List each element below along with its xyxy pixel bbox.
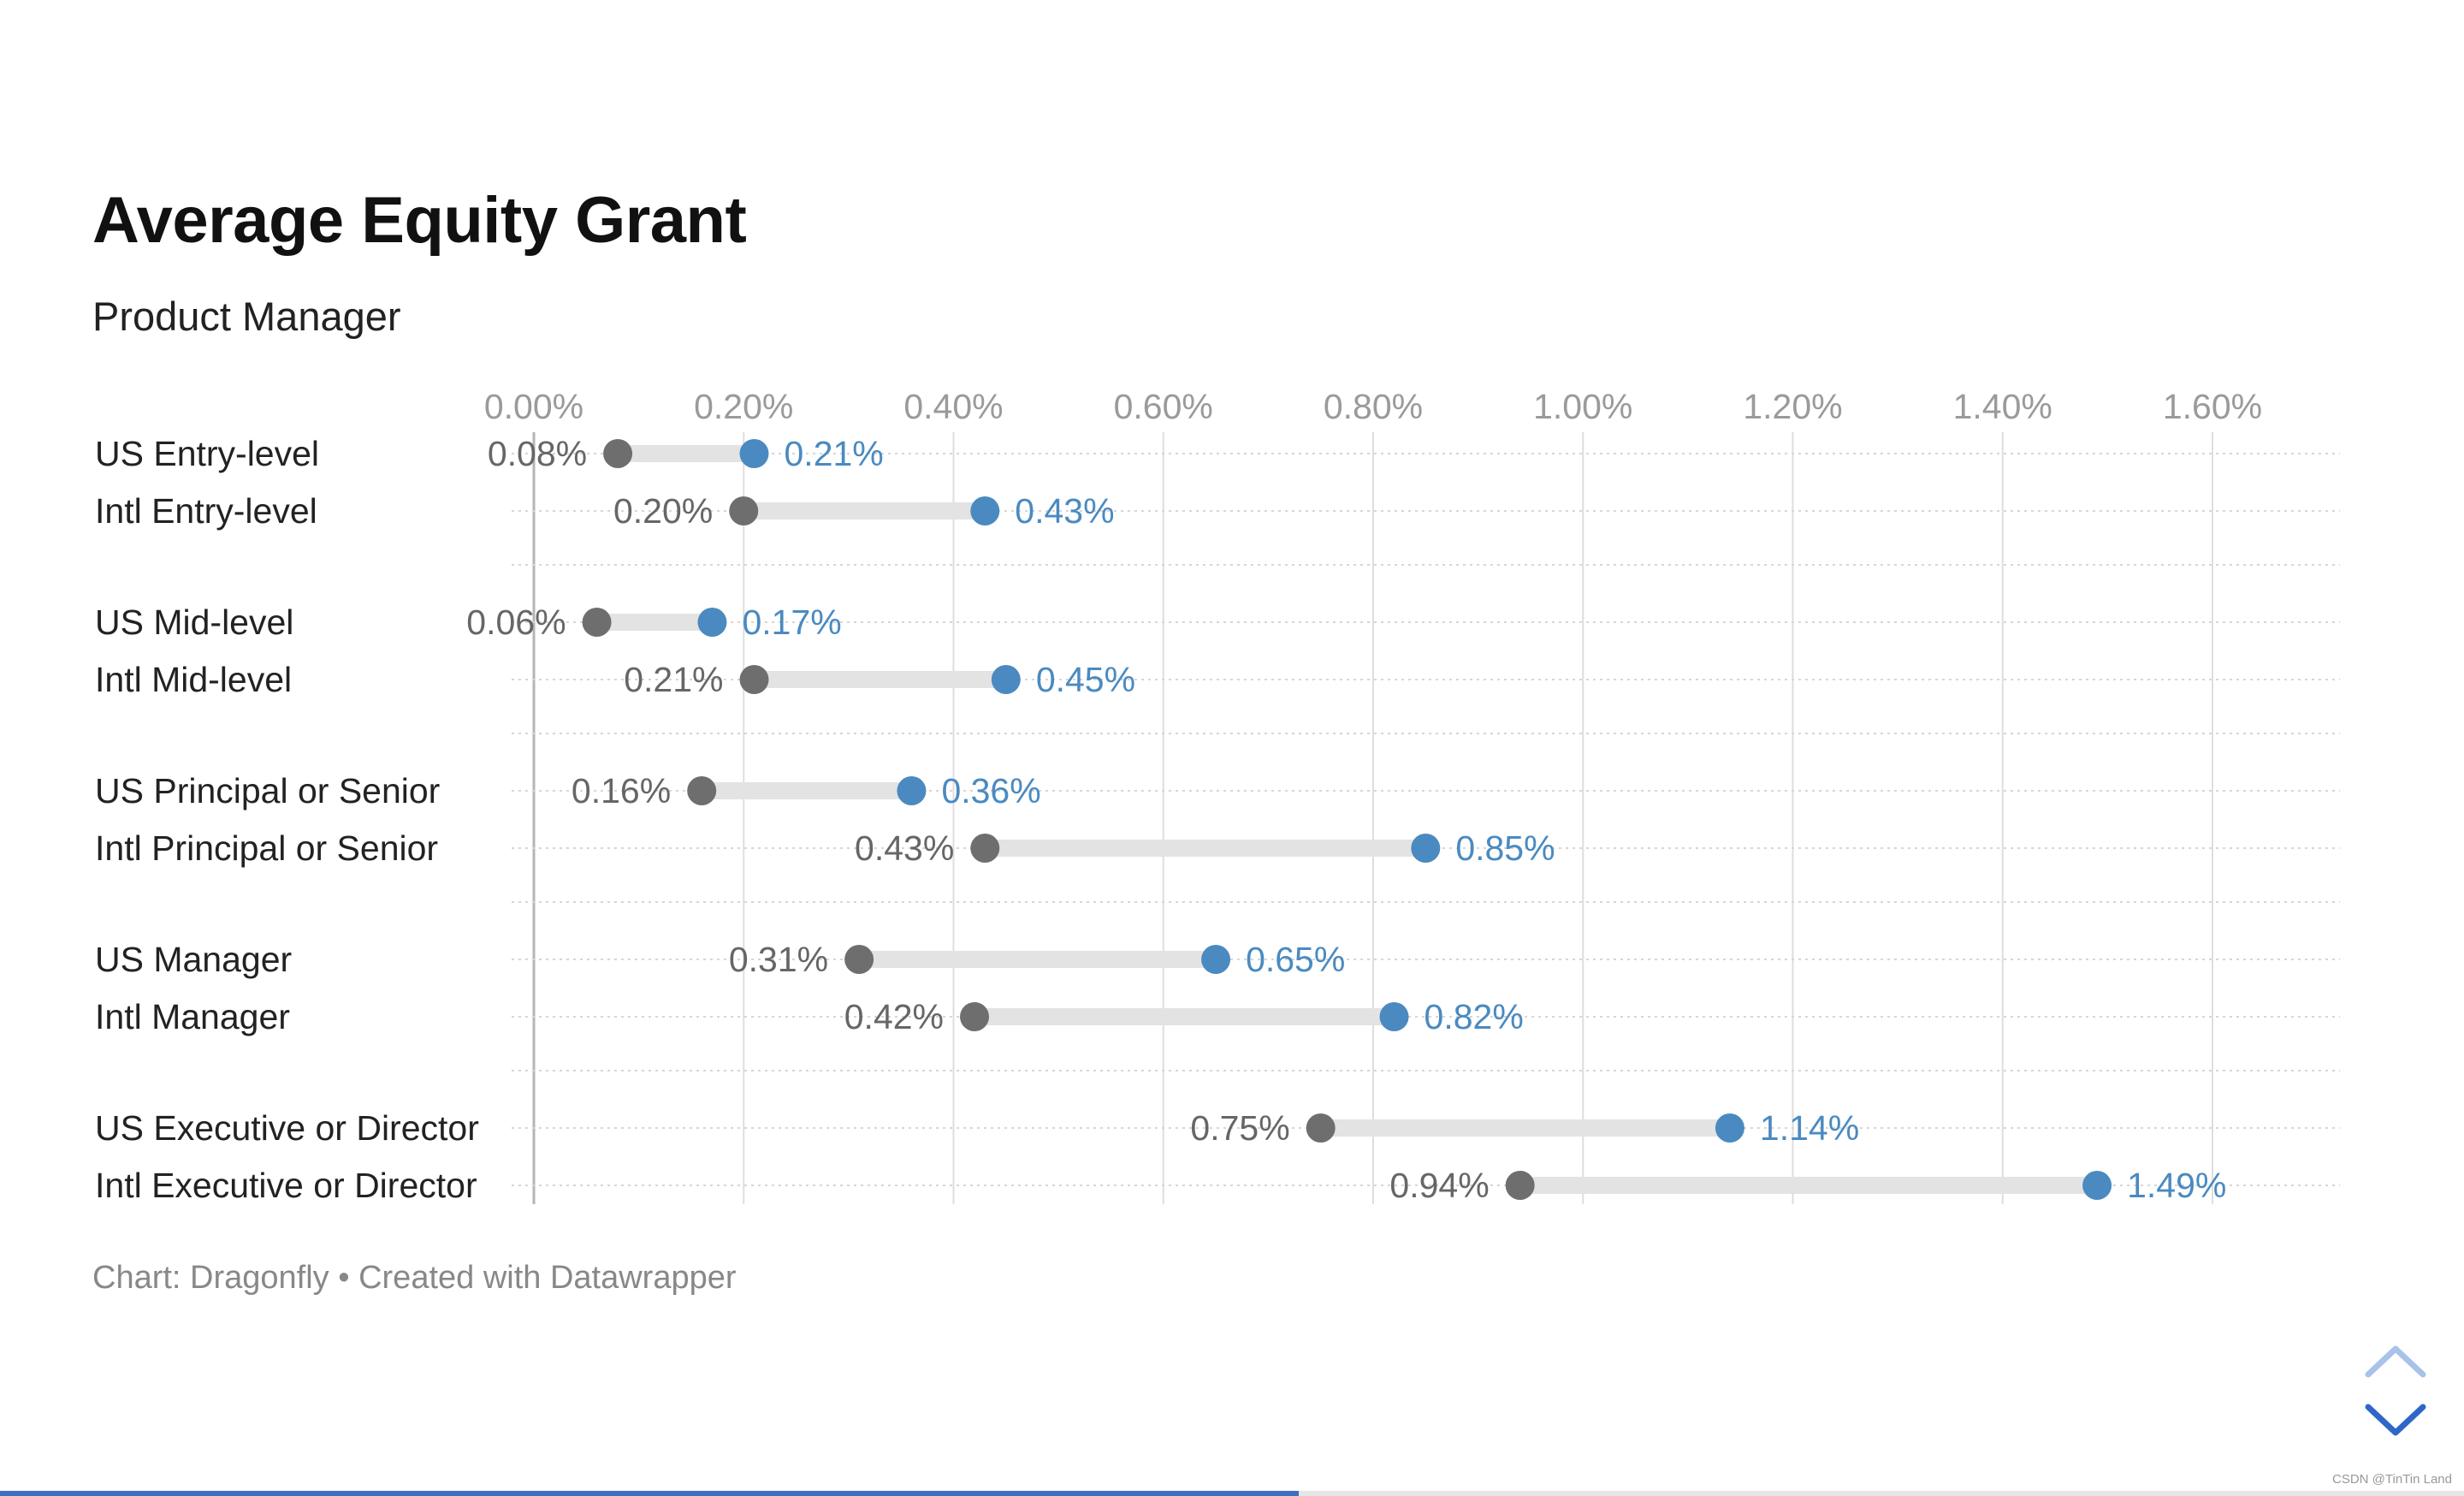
low-value-dot [582, 608, 612, 637]
high-value-dot [739, 439, 769, 468]
dumbbell-chart: 0.00% 0.20% 0.40% 0.60% 0.80% 1.00% 1.20% 1.40%… [95, 387, 2340, 1205]
low-value-dot [729, 496, 759, 525]
high-value-label: 0.82% [1424, 997, 1524, 1036]
high-value-dot [1411, 834, 1441, 863]
low-value-dot [687, 776, 717, 805]
x-tick-label: 0.80% [1324, 387, 1423, 426]
low-value-label: 0.94% [1389, 1166, 1489, 1205]
x-tick-label: 0.00% [484, 387, 583, 426]
low-value-label: 0.20% [613, 491, 713, 531]
low-value-label: 0.75% [1190, 1108, 1289, 1148]
x-tick-label: 1.00% [1533, 387, 1632, 426]
high-value-label: 0.43% [1015, 491, 1114, 531]
category-label: US Principal or Senior [95, 771, 440, 810]
category-label: US Manager [95, 940, 292, 979]
high-value-dot [2082, 1171, 2112, 1200]
high-value-dot [991, 665, 1021, 694]
high-value-dot [1379, 1002, 1409, 1031]
high-value-dot [697, 608, 727, 637]
low-value-label: 0.43% [855, 828, 954, 868]
high-value-label: 0.36% [941, 771, 1040, 810]
low-value-label: 0.08% [488, 434, 587, 473]
category-label: Intl Principal or Senior [95, 828, 438, 868]
category-label: Intl Mid-level [95, 660, 292, 699]
x-tick-label: 1.20% [1743, 387, 1842, 426]
high-value-label: 0.85% [1455, 828, 1555, 868]
high-value-label: 0.17% [742, 603, 841, 642]
category-label: US Entry-level [95, 434, 319, 473]
x-tick-label: 0.40% [903, 387, 1003, 426]
chevron-up-icon [2365, 1345, 2426, 1378]
high-value-label: 1.49% [2127, 1166, 2226, 1205]
high-value-label: 0.21% [785, 434, 884, 473]
x-tick-label: 0.60% [1114, 387, 1213, 426]
low-value-dot [960, 1002, 990, 1031]
low-value-label: 0.06% [466, 603, 566, 642]
x-tick-label: 1.40% [1953, 387, 2052, 426]
low-value-label: 0.16% [572, 771, 671, 810]
high-value-label: 0.65% [1246, 940, 1345, 979]
high-value-dot [970, 496, 1000, 525]
high-value-label: 1.14% [1760, 1108, 1859, 1148]
scroll-up-button[interactable] [2353, 1335, 2438, 1386]
chart-subtitle: Product Manager [92, 294, 401, 339]
chart-title: Average Equity Grant [92, 184, 747, 257]
low-value-label: 0.31% [729, 940, 828, 979]
high-value-label: 0.45% [1036, 660, 1135, 699]
category-label: US Mid-level [95, 603, 293, 642]
category-label: Intl Entry-level [95, 491, 317, 531]
category-label: Intl Manager [95, 997, 290, 1036]
high-value-dot [1715, 1113, 1744, 1143]
x-tick-label: 0.20% [694, 387, 793, 426]
low-value-label: 0.21% [624, 660, 723, 699]
page-navigation [2353, 1335, 2438, 1463]
scroll-down-button[interactable] [2353, 1395, 2438, 1446]
low-value-label: 0.42% [844, 997, 944, 1036]
high-value-dot [897, 776, 927, 805]
category-label: US Executive or Director [95, 1108, 479, 1148]
category-label: Intl Executive or Director [95, 1166, 477, 1205]
chart-credit: Chart: Dragonfly • Created with Datawrap… [92, 1260, 737, 1296]
watermark: CSDN @TinTin Land [2332, 1472, 2452, 1487]
low-value-dot [970, 834, 1000, 863]
scroll-progress-fill [0, 1491, 1299, 1496]
x-tick-label: 1.60% [2163, 387, 2262, 426]
high-value-dot [1201, 945, 1231, 974]
chevron-down-icon [2365, 1404, 2426, 1436]
low-value-dot [844, 945, 874, 974]
low-value-dot [739, 665, 769, 694]
scroll-progress-bar [0, 1491, 2464, 1496]
low-value-dot [603, 439, 633, 468]
low-value-dot [1505, 1171, 1535, 1200]
low-value-dot [1306, 1113, 1336, 1143]
